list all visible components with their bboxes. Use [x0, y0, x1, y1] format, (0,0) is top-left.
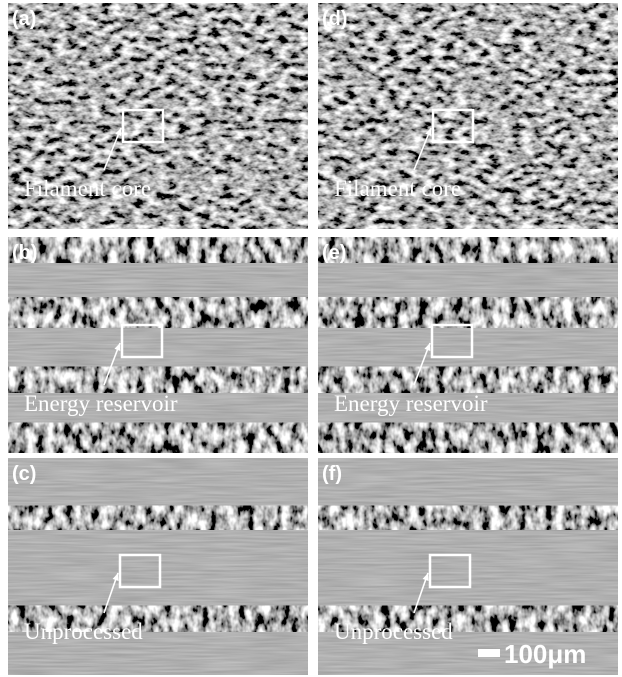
rough-band — [318, 367, 618, 393]
panel-label: (b) — [12, 242, 38, 264]
panel-label: (e) — [322, 242, 346, 264]
rough-band — [318, 237, 618, 263]
panel: (e) Energy reservoir — [318, 237, 618, 453]
rough-band — [8, 506, 308, 530]
sem-image — [318, 237, 618, 453]
annotation: Filament core — [334, 176, 461, 201]
panel-label: (c) — [12, 463, 36, 485]
rough-band — [8, 237, 308, 263]
rough-band — [318, 506, 618, 530]
panel: (a) Filament core — [8, 3, 308, 229]
rough-band — [8, 367, 308, 393]
scale-bar-label: 100μm — [504, 639, 586, 669]
annotation: Unprocessed — [24, 619, 143, 644]
annotation: Energy reservoir — [334, 391, 488, 416]
panel-label: (d) — [322, 8, 348, 30]
rough-band — [8, 423, 308, 453]
page: (a) Filament core (b) Energy reservoir (c) Un… — [0, 0, 622, 677]
rough-band — [8, 297, 308, 327]
panel-label: (a) — [12, 8, 36, 30]
rough-band — [318, 297, 618, 327]
annotation: Energy reservoir — [24, 391, 178, 416]
figure: (a) Filament core (b) Energy reservoir (c) Un… — [0, 0, 622, 677]
annotation: Filament core — [24, 176, 151, 201]
panel: (c) Unprocessed — [8, 458, 308, 675]
rough-band — [318, 423, 618, 453]
sem-image — [8, 237, 308, 453]
panel: (d) Filament core — [318, 3, 618, 229]
scale-bar — [478, 649, 500, 657]
annotation: Unprocessed — [334, 619, 453, 644]
panel-label: (f) — [322, 463, 342, 485]
panel: (b) Energy reservoir — [8, 237, 308, 453]
